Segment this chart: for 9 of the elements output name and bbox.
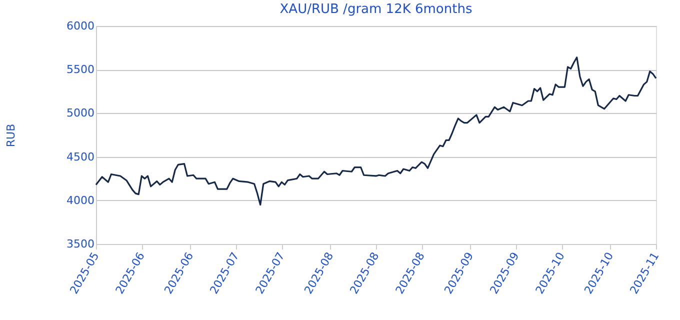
y-tick-label: 3500 bbox=[66, 238, 94, 250]
y-tick-label: 5500 bbox=[66, 63, 94, 76]
y-tick-label: 4000 bbox=[66, 194, 94, 207]
line-series bbox=[95, 56, 657, 206]
y-tick-label: 6000 bbox=[66, 20, 94, 32]
y-tick-label: 5000 bbox=[66, 106, 94, 120]
y-axis-title: RUB bbox=[4, 124, 18, 148]
y-tick-label: 4500 bbox=[66, 150, 94, 164]
chart-title: XAU/RUB /gram 12K 6months bbox=[280, 2, 472, 17]
